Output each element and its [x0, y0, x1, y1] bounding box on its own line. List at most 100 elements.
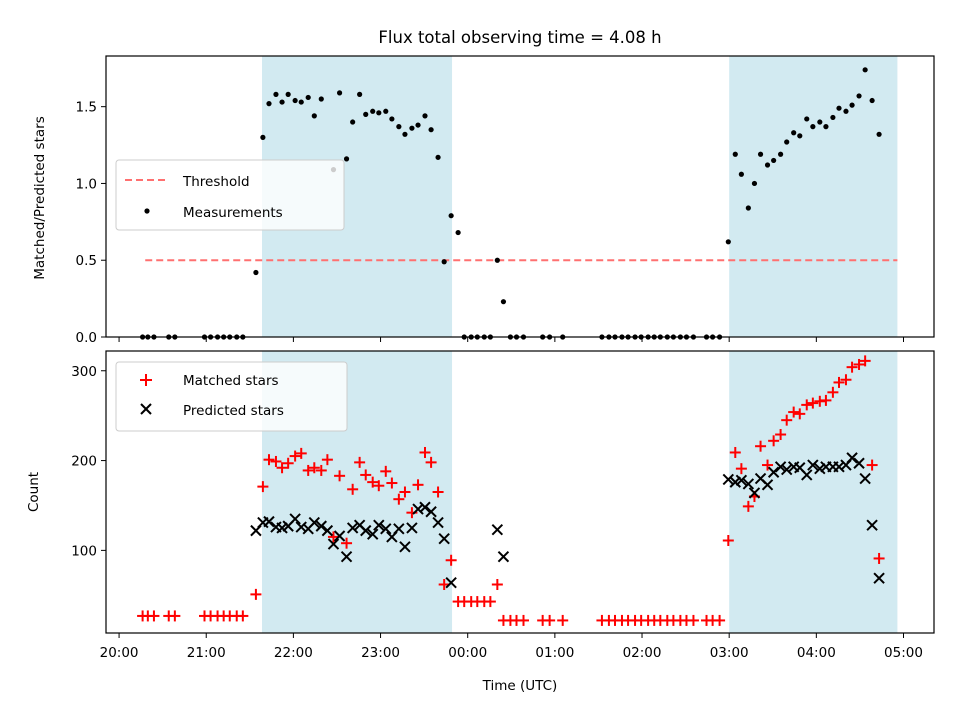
measurement-point: [757, 151, 764, 157]
measurement-point: [350, 119, 356, 125]
matched-star-point: [445, 554, 457, 566]
matched-star-point: [347, 483, 359, 495]
matched-star-point: [873, 552, 885, 564]
matched-star-point: [327, 531, 339, 543]
predicted-star-point: [767, 466, 780, 478]
predicted-star-point: [346, 522, 359, 534]
predicted-star-point: [873, 572, 885, 584]
measurement-point: [738, 171, 744, 177]
predicted-star-point: [833, 461, 845, 473]
measurement-point: [435, 154, 441, 160]
shaded-interval-1: [729, 56, 898, 337]
matched-star-point: [237, 610, 249, 622]
matched-star-point: [386, 477, 398, 489]
measurement-point: [804, 116, 810, 122]
legend-predicted-swatch: [140, 403, 152, 415]
measurement-point: [745, 205, 751, 211]
predicted-star-point: [321, 524, 334, 537]
measurement-point: [415, 122, 421, 128]
measurement-point: [370, 108, 376, 114]
x-tick-label: 01:00: [535, 645, 574, 661]
top-y-ticks: 0.0 0.5 1.0 1.5: [76, 100, 106, 346]
measurement-point: [810, 124, 816, 130]
y-tick-label: 1.5: [76, 100, 97, 116]
matched-star-point: [729, 446, 741, 458]
measurement-point: [494, 257, 500, 263]
legend-measurement-swatch: [144, 208, 150, 214]
bottom-axes-frame: [105, 350, 935, 634]
predicted-star-point: [406, 522, 418, 534]
matched-star-point: [169, 610, 181, 622]
predicted-star-point: [399, 541, 411, 553]
predicted-stars-points: [250, 452, 885, 589]
matched-star-point: [768, 435, 780, 447]
predicted-star-point: [308, 516, 321, 529]
matched-star-point: [853, 358, 865, 370]
predicted-star-point: [807, 459, 819, 471]
measurement-point: [869, 97, 875, 104]
y-tick-label: 0.5: [76, 253, 97, 269]
measurement-point: [778, 151, 784, 157]
measurement-point: [500, 299, 507, 305]
matched-star-point: [282, 457, 294, 469]
legend-matched-label: Matched stars: [183, 373, 279, 389]
matched-star-point: [827, 386, 839, 398]
predicted-star-point: [748, 487, 761, 499]
y-tick-label: 300: [71, 364, 97, 380]
bottom-legend: Matched stars Predicted stars: [115, 361, 348, 432]
predicted-star-point: [432, 516, 444, 529]
matched-star-point: [360, 469, 372, 481]
matched-star-point: [321, 454, 333, 466]
matched-star-point: [419, 446, 431, 458]
measurement-point: [448, 213, 454, 219]
matched-star-point: [866, 459, 878, 471]
legend-measurements-label: Measurements: [183, 205, 283, 221]
x-tick-label: 22:00: [274, 645, 313, 661]
measurement-point: [253, 269, 259, 276]
y-tick-label: 200: [71, 454, 97, 470]
predicted-star-point: [497, 550, 510, 563]
predicted-star-point: [289, 513, 301, 525]
matched-star-point: [722, 534, 734, 546]
x-tick-label: 00:00: [448, 645, 487, 661]
matched-star-point: [412, 479, 424, 491]
measurement-point: [797, 133, 803, 139]
matched-star-point: [276, 462, 288, 474]
matched-star-point: [148, 610, 160, 622]
matched-star-point: [781, 414, 793, 426]
matched-star-point: [517, 614, 529, 626]
measurement-point: [823, 124, 829, 130]
predicted-star-point: [327, 538, 340, 550]
matched-star-point: [846, 361, 858, 373]
matched-star-point: [820, 394, 832, 406]
matched-star-point: [295, 447, 307, 459]
matched-star-point: [438, 579, 450, 591]
measurement-point: [363, 111, 369, 117]
matched-star-point: [373, 480, 385, 492]
x-tick-label: 21:00: [187, 645, 226, 661]
predicted-star-point: [315, 520, 327, 532]
legend-threshold-label: Threshold: [182, 174, 250, 190]
measurement-point: [285, 91, 291, 97]
x-tick-label: 03:00: [710, 645, 749, 661]
legend-predicted-label: Predicted stars: [183, 403, 284, 419]
measurement-point: [849, 102, 855, 108]
matched-star-point: [257, 481, 269, 493]
predicted-star-point: [780, 463, 793, 476]
legend-matched-swatch: [140, 374, 152, 386]
predicted-star-point: [438, 532, 450, 545]
predicted-star-point: [373, 519, 385, 531]
x-tick-label: 04:00: [797, 645, 836, 661]
predicted-star-point: [774, 461, 787, 473]
top-legend: Threshold Measurements: [115, 159, 345, 231]
x-tick-label: 05:00: [884, 645, 923, 661]
predicted-star-point: [340, 550, 353, 563]
matched-star-point: [270, 455, 282, 467]
matched-star-point: [755, 440, 767, 452]
predicted-star-point: [742, 478, 755, 490]
x-tick-label: 23:00: [361, 645, 400, 661]
predicted-star-point: [333, 530, 346, 542]
predicted-star-point: [366, 528, 379, 540]
top-panel: 0.0 0.5 1.0 1.5 Matched/Predicted stars Thr…: [32, 55, 935, 346]
